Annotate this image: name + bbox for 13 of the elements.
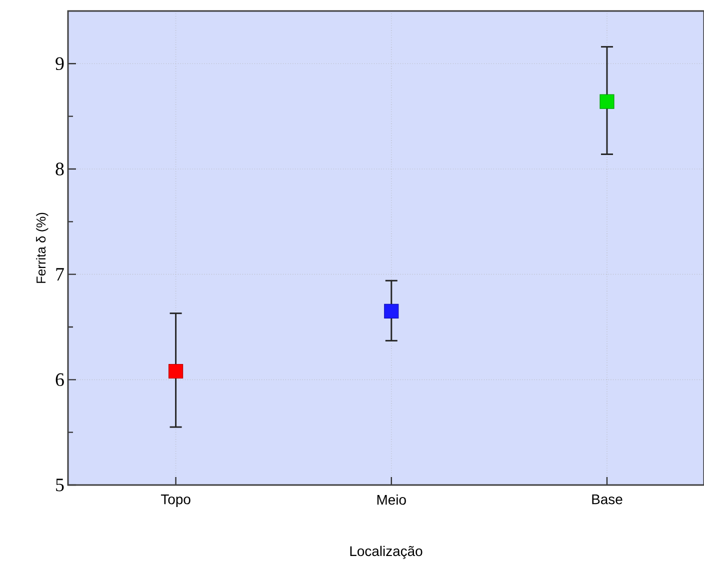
y-tick-label: 5 — [56, 478, 64, 492]
x-tick-label: Base — [592, 494, 622, 504]
y-tick-label: 7 — [56, 268, 64, 281]
y-tick-label: 9 — [56, 57, 64, 70]
point — [168, 364, 184, 379]
point — [384, 304, 399, 318]
x-tick-label: Topo — [160, 494, 190, 508]
y-tick-label: 6 — [56, 373, 64, 386]
y-tick-label: 8 — [56, 162, 64, 176]
point — [600, 94, 614, 109]
x-axis-title: Localização — [350, 546, 422, 559]
y-axis-title: Ferrita δ (%) — [36, 212, 48, 283]
x-tick-label: Meio — [377, 494, 406, 505]
